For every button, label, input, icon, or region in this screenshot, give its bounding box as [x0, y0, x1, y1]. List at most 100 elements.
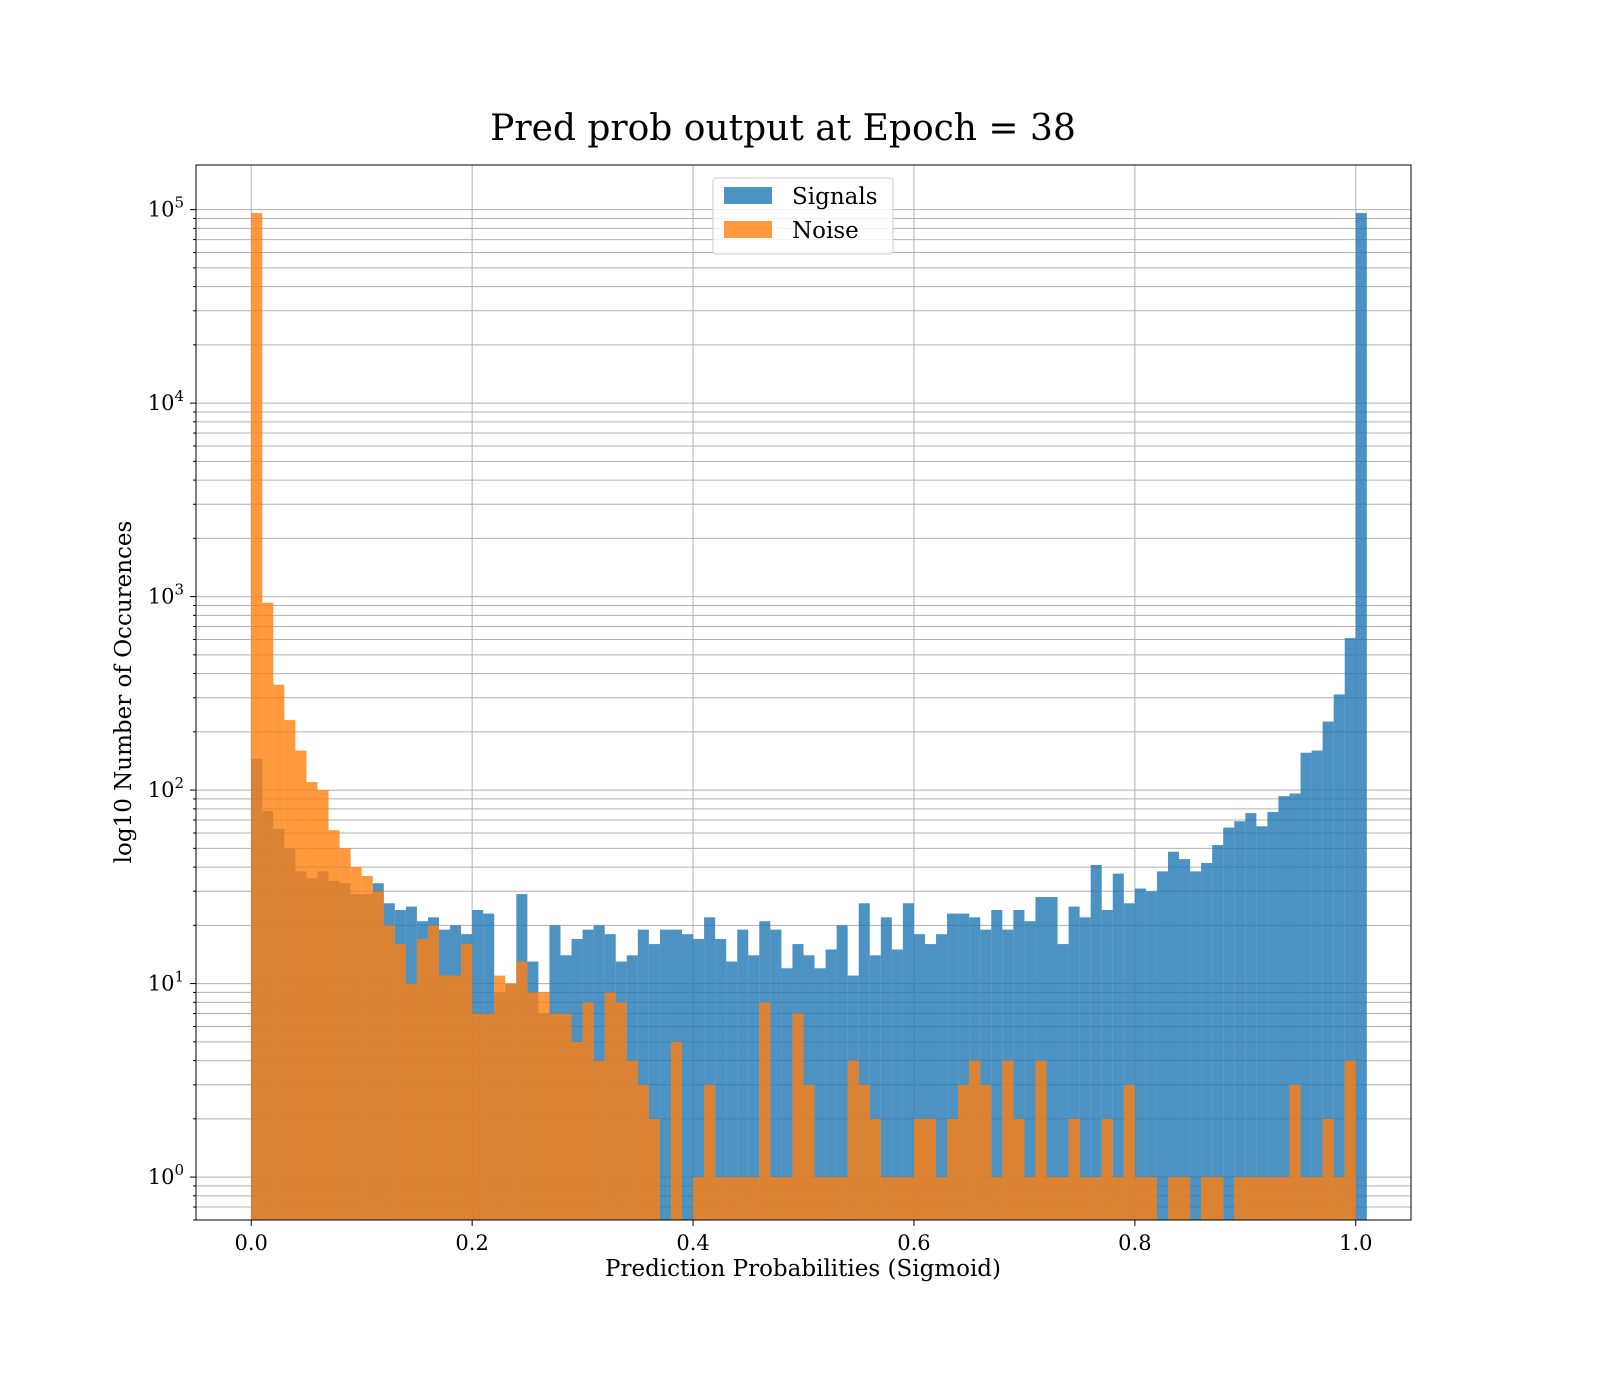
bar-signals	[1179, 859, 1191, 1220]
bar-noise	[1002, 1060, 1014, 1220]
bar-noise	[1024, 1177, 1036, 1220]
bar-noise	[593, 1060, 605, 1220]
bar-signals	[737, 929, 749, 1220]
bar-noise	[1101, 1118, 1113, 1220]
bar-noise	[715, 1177, 727, 1220]
bar-noise	[1179, 1177, 1191, 1220]
bar-noise	[737, 1177, 749, 1220]
bar-signals	[659, 929, 671, 1220]
bar-noise	[1057, 1177, 1069, 1220]
bar-signals	[1035, 897, 1047, 1220]
series-noise	[251, 213, 1356, 1220]
bar-noise	[913, 1118, 925, 1220]
x-tick-label: 1.0	[1339, 1231, 1372, 1255]
bar-noise	[648, 1118, 660, 1220]
bar-noise	[394, 944, 406, 1220]
axis-ticks: 0.0 0.2 0.4 0.6 0.8 1.0 100 101 102 103 104 105	[148, 194, 1373, 1255]
legend-label-signals: Signals	[792, 184, 878, 210]
bar-noise	[1046, 1177, 1058, 1220]
bar-noise	[516, 961, 528, 1220]
bar-signals	[704, 917, 716, 1220]
bar-signals	[1145, 891, 1157, 1220]
bar-noise	[925, 1118, 937, 1220]
bar-noise	[1289, 1084, 1301, 1220]
bar-noise	[1123, 1084, 1135, 1220]
bar-signals	[1300, 752, 1312, 1220]
x-tick-label: 0.6	[897, 1231, 930, 1255]
bar-noise	[759, 1002, 771, 1220]
bar-noise	[560, 1013, 572, 1220]
bar-signals	[1311, 750, 1323, 1220]
bar-noise	[1333, 1177, 1345, 1220]
histogram-bars	[251, 213, 1367, 1220]
bar-noise	[770, 1177, 782, 1220]
bar-noise	[1300, 1177, 1312, 1220]
bar-signals	[869, 955, 881, 1220]
bar-noise	[439, 975, 451, 1220]
bar-signals	[781, 968, 793, 1220]
bar-noise	[450, 975, 462, 1220]
bar-noise	[1234, 1177, 1246, 1220]
bar-signals	[814, 968, 826, 1220]
bar-signals	[770, 929, 782, 1220]
bar-noise	[836, 1177, 848, 1220]
bar-noise	[991, 1177, 1003, 1220]
bar-signals	[1156, 871, 1168, 1220]
bar-noise	[1112, 1177, 1124, 1220]
bar-signals	[1123, 903, 1135, 1220]
bar-noise	[803, 1084, 815, 1220]
bar-signals	[1134, 888, 1146, 1220]
y-tick-label: 100	[148, 1161, 184, 1189]
bar-noise	[538, 992, 550, 1220]
bar-noise	[1068, 1118, 1080, 1220]
bar-signals	[947, 913, 959, 1220]
bar-signals	[748, 955, 760, 1220]
bar-noise	[262, 602, 274, 1220]
bar-noise	[1344, 1060, 1356, 1220]
bar-noise	[1267, 1177, 1279, 1220]
x-tick-label: 0.0	[235, 1231, 268, 1255]
bar-noise	[350, 867, 362, 1220]
bar-noise	[317, 790, 329, 1220]
bar-noise	[582, 1002, 594, 1220]
bar-signals	[715, 938, 727, 1220]
x-tick-label: 0.4	[676, 1231, 709, 1255]
bar-signals	[1256, 826, 1268, 1220]
bar-signals	[891, 949, 903, 1220]
bar-noise	[339, 848, 351, 1220]
bar-signals	[1112, 873, 1124, 1220]
bar-signals	[1057, 944, 1069, 1220]
bar-noise	[947, 1118, 959, 1220]
legend-swatch-noise	[724, 221, 772, 238]
y-tick-label: 105	[148, 194, 184, 222]
bar-noise	[880, 1177, 892, 1220]
bar-noise	[726, 1177, 738, 1220]
bar-noise	[527, 992, 539, 1220]
bar-noise	[980, 1084, 992, 1220]
bar-noise	[704, 1084, 716, 1220]
bar-noise	[416, 938, 428, 1220]
bar-noise	[1090, 1177, 1102, 1220]
bar-noise	[1168, 1177, 1180, 1220]
y-tick-label: 103	[148, 581, 184, 609]
bar-signals	[648, 944, 660, 1220]
bar-noise	[1212, 1177, 1224, 1220]
bar-signals	[1024, 921, 1036, 1220]
bar-noise	[891, 1177, 903, 1220]
bar-signals	[1322, 721, 1334, 1220]
bar-signals	[1245, 813, 1257, 1220]
y-axis-label: log10 Number of Occurences	[111, 521, 137, 864]
bar-noise	[1245, 1177, 1257, 1220]
bar-signals	[1190, 871, 1202, 1220]
bar-noise	[361, 875, 373, 1220]
bar-signals	[1234, 821, 1246, 1220]
bar-noise	[284, 720, 296, 1220]
bar-noise	[825, 1177, 837, 1220]
bar-signals	[682, 934, 694, 1220]
bar-signals	[1013, 910, 1025, 1220]
bar-signals	[1344, 638, 1356, 1220]
bar-noise	[670, 1041, 682, 1220]
bar-noise	[383, 925, 395, 1220]
bar-signals	[1355, 213, 1367, 1220]
bar-noise	[1134, 1177, 1146, 1220]
